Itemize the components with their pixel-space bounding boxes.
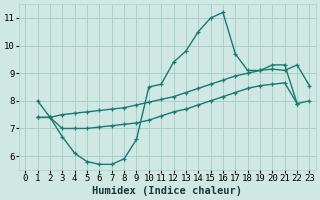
X-axis label: Humidex (Indice chaleur): Humidex (Indice chaleur) xyxy=(92,186,242,196)
